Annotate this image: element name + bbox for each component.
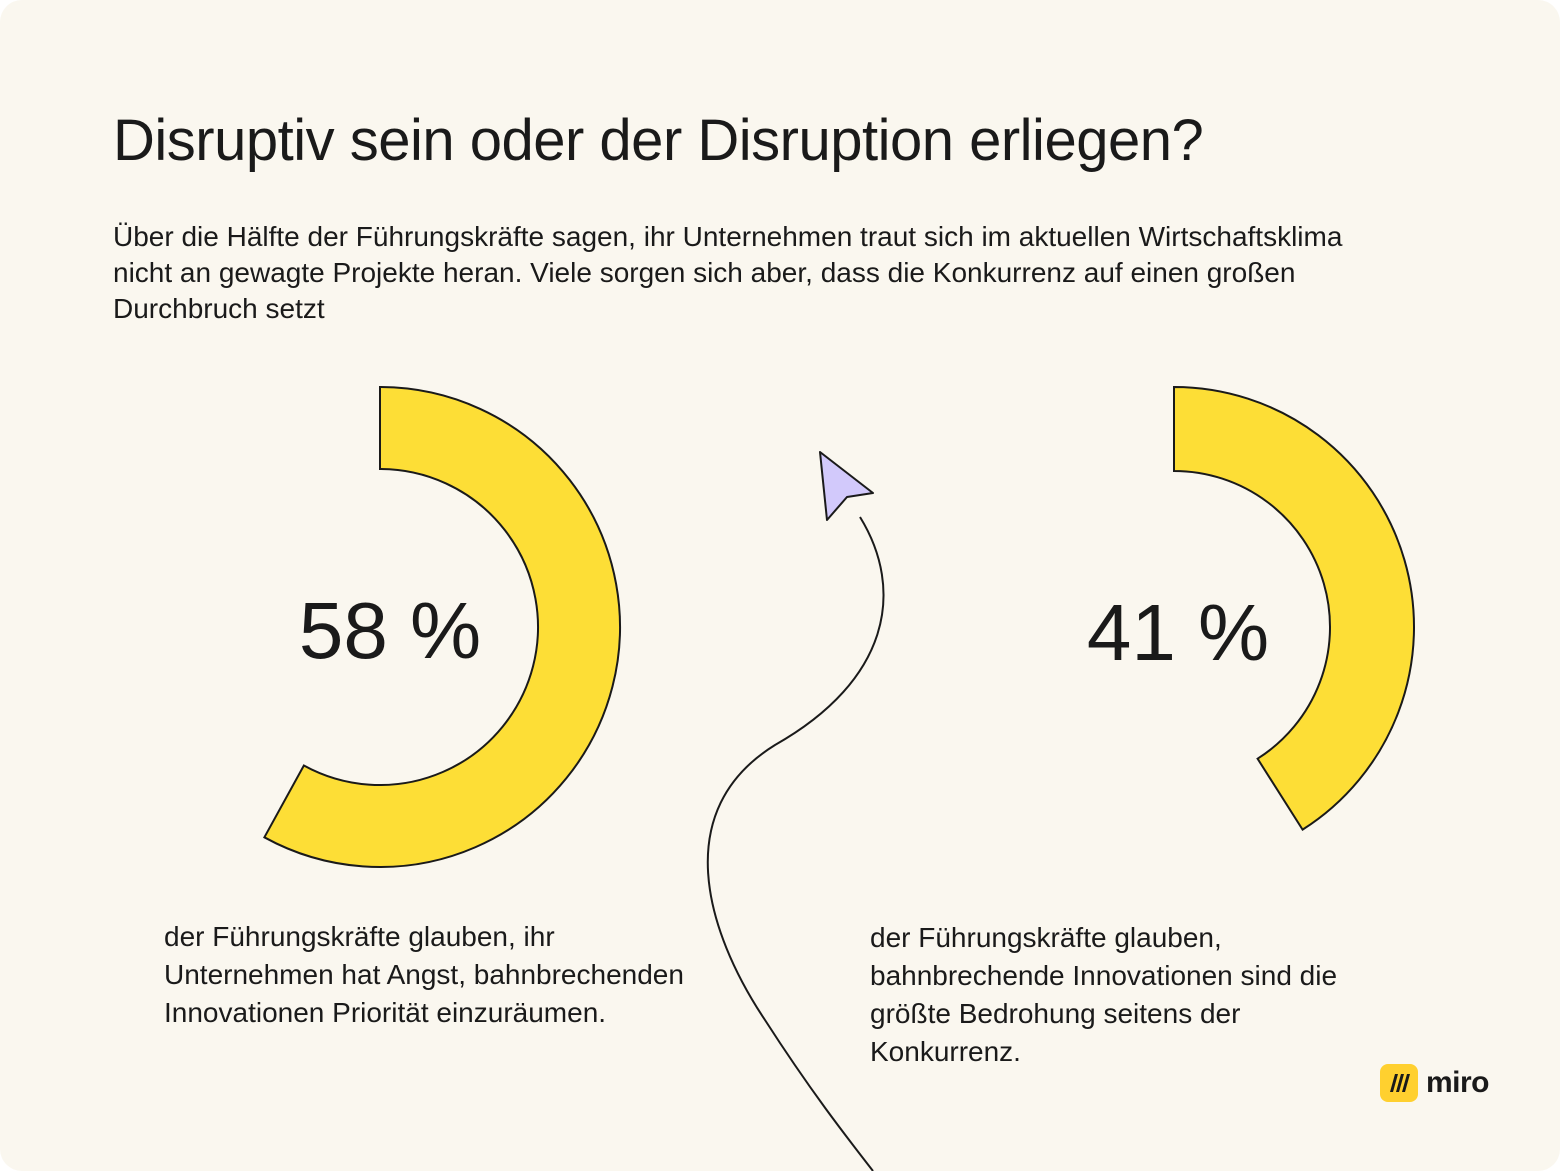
- miro-logo-icon: [1380, 1064, 1418, 1102]
- cursor-arrow-icon: [819, 451, 874, 521]
- miro-logo: miro: [1380, 1064, 1490, 1102]
- caption-41-percent: der Führungskräfte glauben, bahnbrechend…: [870, 922, 1338, 1067]
- value-label-58: 58 %: [299, 586, 481, 675]
- ring-arc-41-percent: [1173, 385, 1415, 832]
- caption-58-percent: der Führungskräfte glauben, ihr Unterneh…: [164, 921, 684, 1028]
- value-label-41: 41 %: [1087, 588, 1269, 677]
- miro-logo-text: miro: [1426, 1066, 1490, 1099]
- curved-line-decoration: [706, 516, 885, 1171]
- page-title: Disruptiv sein oder der Disruption erlie…: [113, 108, 1204, 173]
- page-subtitle: Über die Hälfte der Führungskräfte sagen…: [113, 221, 1343, 324]
- ring-arc-58-percent: [263, 385, 621, 868]
